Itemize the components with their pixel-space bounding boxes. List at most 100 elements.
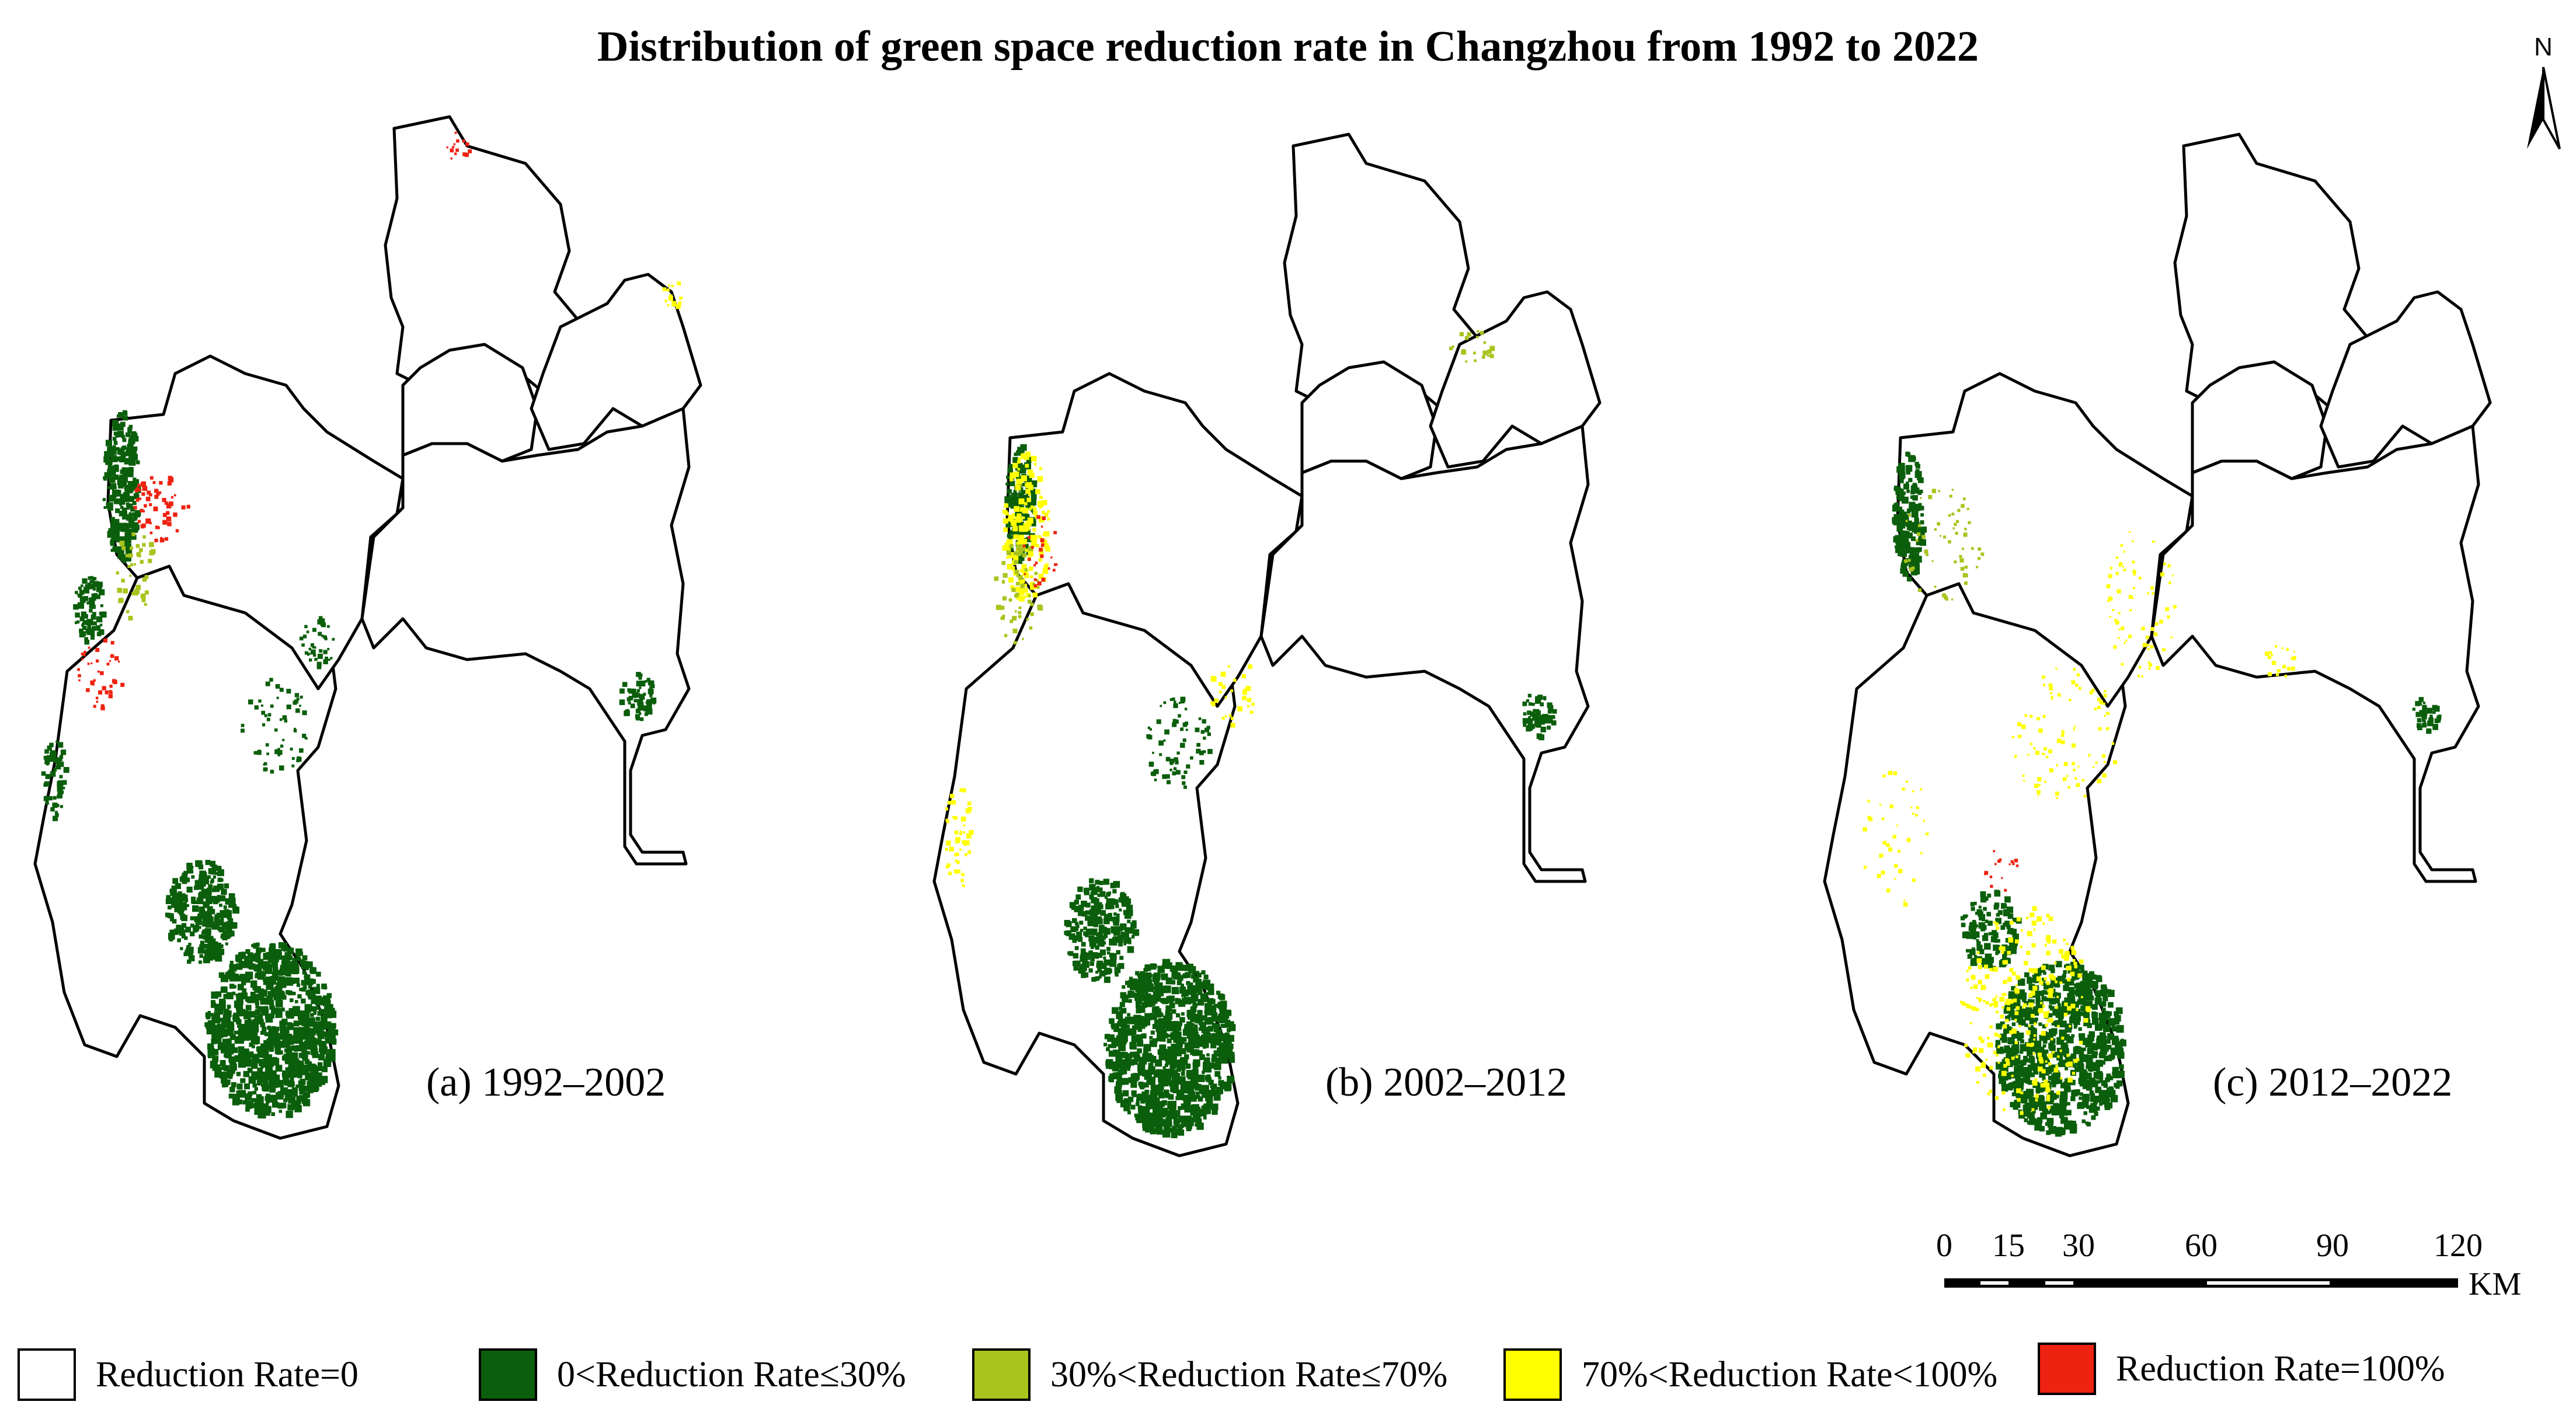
patch-green [297,1061,304,1068]
patch-yellow [1980,1062,1986,1068]
patch-green [1073,953,1079,959]
patch-green [1134,1113,1138,1118]
patch-green [1985,953,1992,961]
patch-green [1168,1057,1174,1064]
patch-green [302,734,307,738]
patch-green [1174,719,1179,724]
patch-green [289,1069,297,1078]
patch-green [271,1057,277,1063]
patch-green [2008,1062,2013,1068]
patch-green [1173,767,1177,770]
patch-green [1098,904,1103,909]
patch-green [1969,922,1977,929]
patch-green [1171,1088,1176,1093]
patch-green [1111,1023,1116,1028]
patch-green [2058,1128,2065,1135]
patch-green [245,971,253,979]
patch-yellow [1039,536,1042,540]
patch-green [1150,963,1157,970]
patch-green [2048,1118,2053,1123]
patch-yellow [2085,1006,2091,1012]
patch-green [318,1062,323,1067]
patch-red [1035,562,1038,564]
patch-green [1186,1105,1192,1112]
patch-green [1106,951,1111,955]
patch-yellow [2038,1057,2043,1062]
patch-green [1169,1002,1175,1009]
patch-green [306,1061,310,1065]
patch-green [60,805,63,808]
patch-yellow [1023,454,1029,460]
patch-green [229,964,237,972]
patch-green [232,904,237,908]
patch-yellow [1228,714,1232,717]
patch-green [257,1006,263,1012]
patch-green [1031,493,1037,500]
patch-green [323,659,328,664]
patch-green [220,1000,226,1006]
patch-green [2014,1066,2018,1071]
patch-green [1181,1086,1189,1094]
patch-green [1012,457,1018,463]
patch-yellow [1983,1000,1986,1003]
patch-olive [1018,606,1022,609]
patch-green [1901,541,1907,547]
patch-yellow [2009,1030,2013,1034]
patch-yellow [1029,473,1035,478]
patch-green [2030,1114,2035,1119]
patch-green [1190,1006,1197,1013]
patch-green [1111,929,1116,934]
patch-green [2104,1055,2109,1062]
patch-green [1195,1036,1203,1044]
patch-green [1103,928,1111,935]
patch-green [311,1006,317,1012]
patch-yellow [2046,1097,2051,1101]
patch-green [270,704,274,708]
patch-green [1098,937,1105,944]
patch-yellow [2007,951,2011,955]
patch-green [1173,1059,1179,1066]
patch-yellow [1969,1021,1972,1024]
patch-green [112,473,116,476]
patch-green [260,1022,266,1027]
patch-green [274,1048,281,1054]
patch-green [300,695,303,699]
patch-red [162,512,167,517]
patch-green [310,1028,315,1033]
patch-olive [151,549,156,555]
patch-green [194,885,199,890]
patch-green [2091,1115,2096,1120]
patch-green [633,699,638,703]
patch-green [1203,750,1206,754]
patch-green [1227,1035,1234,1042]
patch-red [144,504,147,508]
patch-green [2060,1092,2068,1099]
patch-green [2000,925,2006,930]
patch-green [1154,993,1161,1000]
patch-green [1089,878,1093,881]
patch-green [1122,1059,1129,1066]
patch-yellow [1021,475,1027,482]
patch-green [92,612,96,616]
patch-green [1148,1094,1152,1099]
patch-green [1896,496,1900,500]
patch-green [167,913,173,918]
patch-green [1140,1115,1146,1121]
patch-green [1172,771,1176,776]
patch-green [259,1059,266,1066]
patch-green [304,974,311,981]
patch-green [2058,1104,2065,1111]
patch-yellow [2006,1001,2011,1006]
patch-green [1080,929,1084,932]
patch-yellow [1227,665,1230,668]
patch-green [1551,715,1555,719]
patch-red [164,520,167,523]
patch-green [1122,932,1129,939]
patch-green [1150,1115,1156,1122]
patch-green [190,916,194,921]
patch-yellow [2001,1091,2006,1095]
patch-yellow [2034,1034,2037,1037]
patch-green [1116,1012,1123,1019]
patch-green [1136,982,1140,986]
patch-green [1150,1097,1155,1103]
